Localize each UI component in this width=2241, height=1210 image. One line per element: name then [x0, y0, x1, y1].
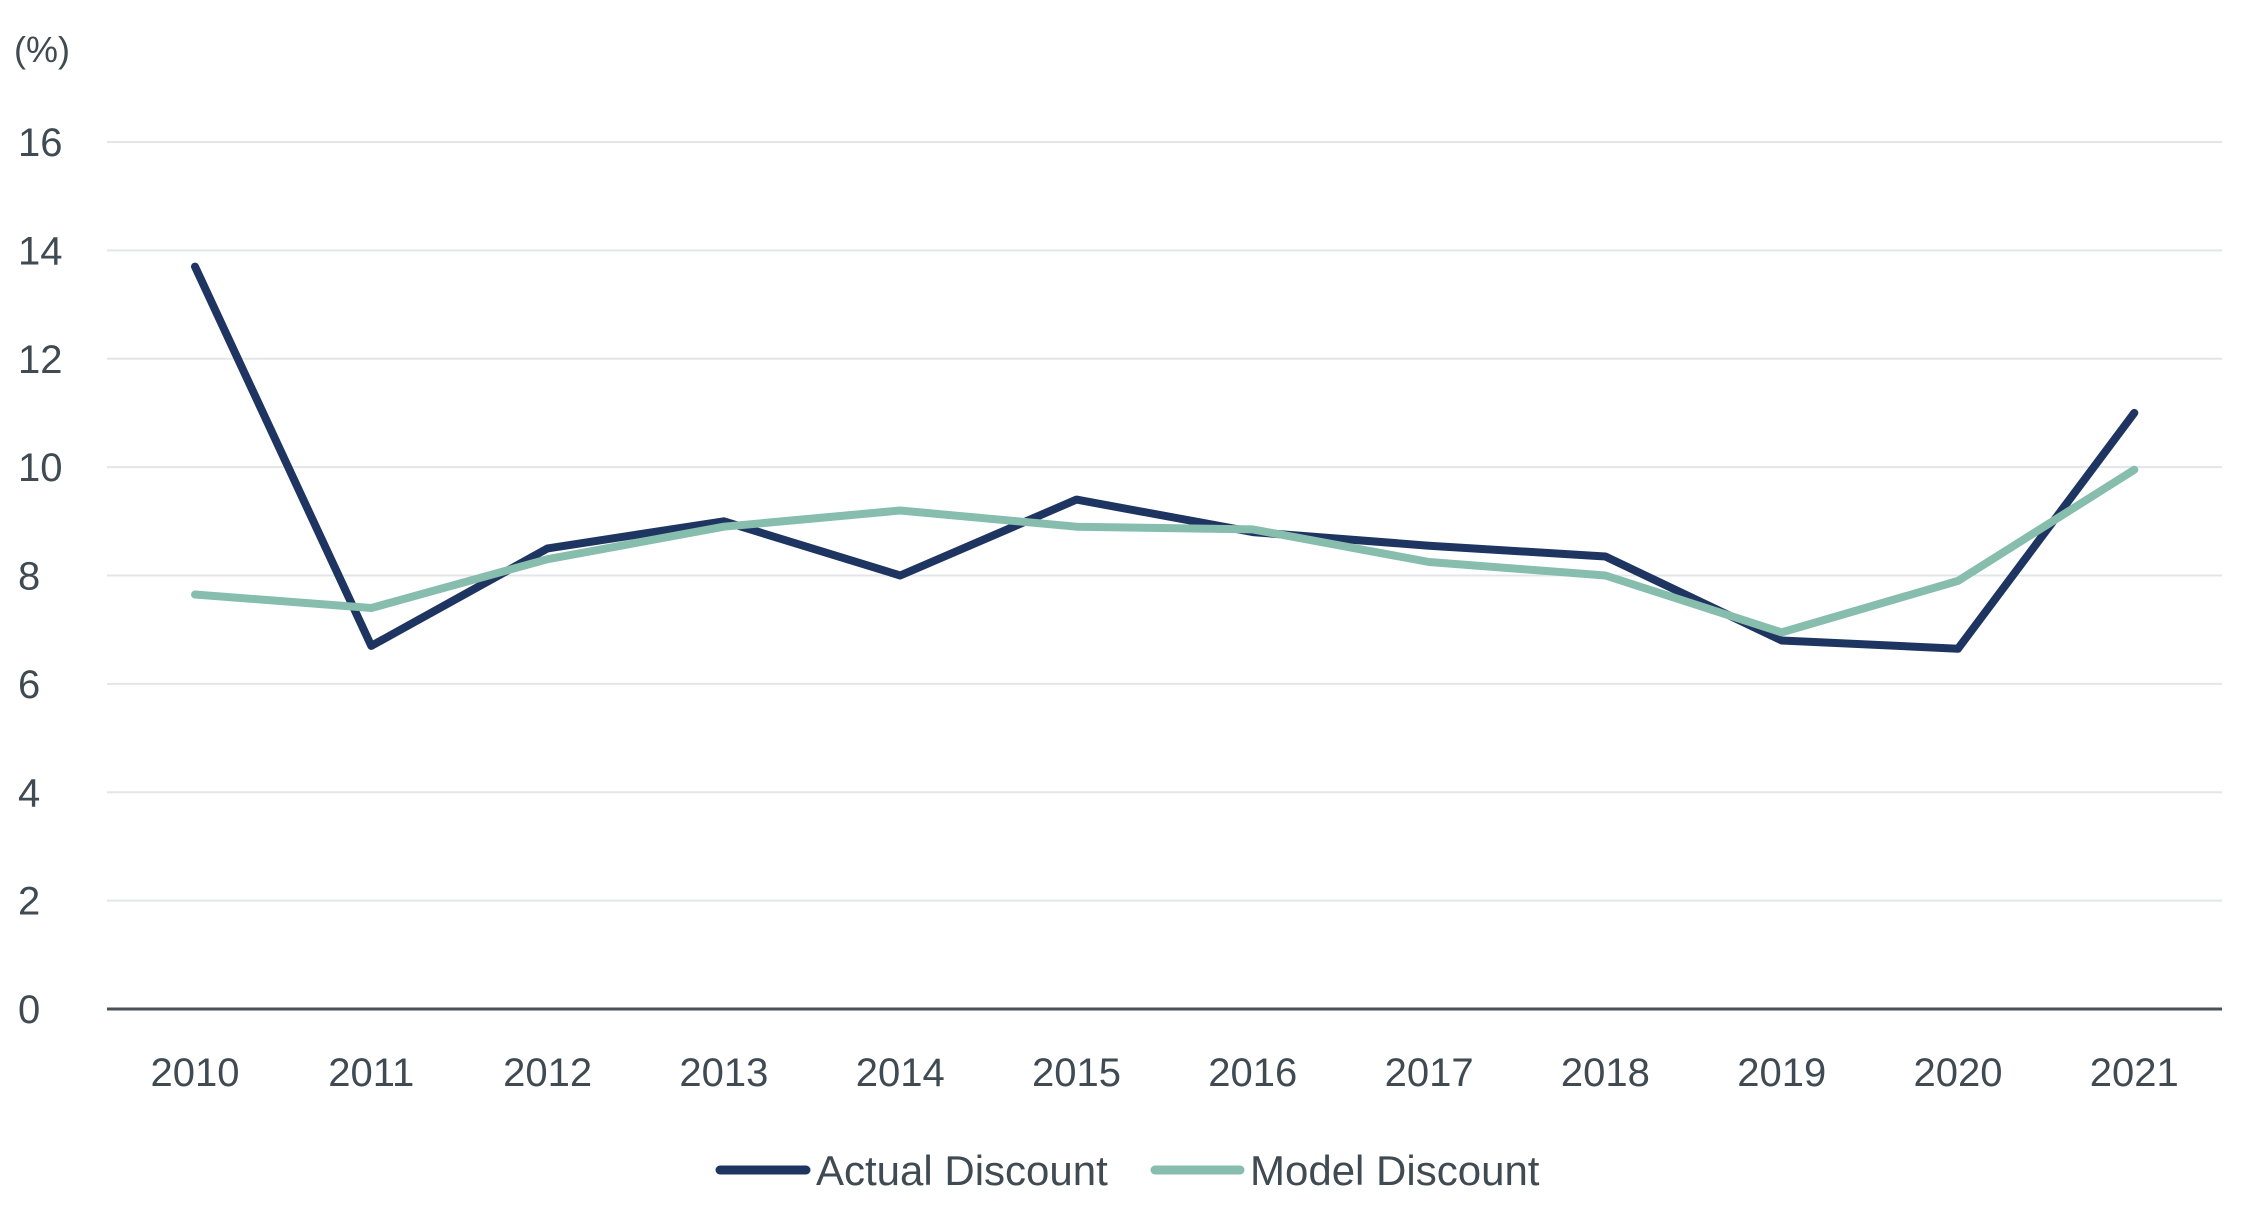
x-tick-label: 2019 — [1737, 1051, 1826, 1095]
grid-lines — [107, 141, 2222, 1011]
x-tick-label: 2012 — [503, 1051, 592, 1095]
legend: Actual Discount Model Discount — [715, 1147, 1540, 1194]
x-tick-label: 2011 — [328, 1051, 414, 1095]
series-line — [191, 465, 2139, 637]
x-tick-label: 2013 — [679, 1051, 768, 1095]
series-actual-discount — [191, 262, 2139, 653]
x-tick-label: 2021 — [2090, 1051, 2179, 1095]
x-tick-label: 2010 — [151, 1051, 240, 1095]
series-line — [191, 262, 2139, 653]
x-tick-label: 2017 — [1385, 1051, 1474, 1095]
y-tick-label: 8 — [18, 555, 40, 599]
y-tick-label: 4 — [18, 771, 40, 815]
y-tick-label: 6 — [18, 663, 40, 707]
x-tick-label: 2020 — [1914, 1051, 2003, 1095]
legend-label: Model Discount — [1250, 1147, 1540, 1194]
legend-label: Actual Discount — [816, 1147, 1108, 1194]
y-axis-ticks: 0 2 4 6 8 10 12 14 16 — [18, 121, 63, 1032]
y-tick-label: 16 — [18, 121, 63, 165]
y-tick-label: 14 — [18, 229, 63, 273]
x-tick-label: 2016 — [1208, 1051, 1297, 1095]
data-series — [191, 262, 2139, 653]
x-tick-label: 2018 — [1561, 1051, 1650, 1095]
y-tick-label: 12 — [18, 338, 63, 382]
x-axis-ticks: 2010 2011 2012 2013 2014 2015 2016 2017 2018 2019… — [151, 1051, 2179, 1095]
y-tick-label: 0 — [18, 988, 40, 1032]
legend-item-model-discount: Model Discount — [1150, 1147, 1540, 1194]
y-tick-label: 10 — [18, 446, 63, 490]
y-axis-unit-label: (%) — [14, 29, 70, 70]
legend-item-actual-discount: Actual Discount — [715, 1147, 1108, 1194]
x-tick-label: 2015 — [1032, 1051, 1121, 1095]
x-tick-label: 2014 — [856, 1051, 945, 1095]
series-model-discount — [191, 465, 2139, 637]
y-tick-label: 2 — [18, 880, 40, 924]
